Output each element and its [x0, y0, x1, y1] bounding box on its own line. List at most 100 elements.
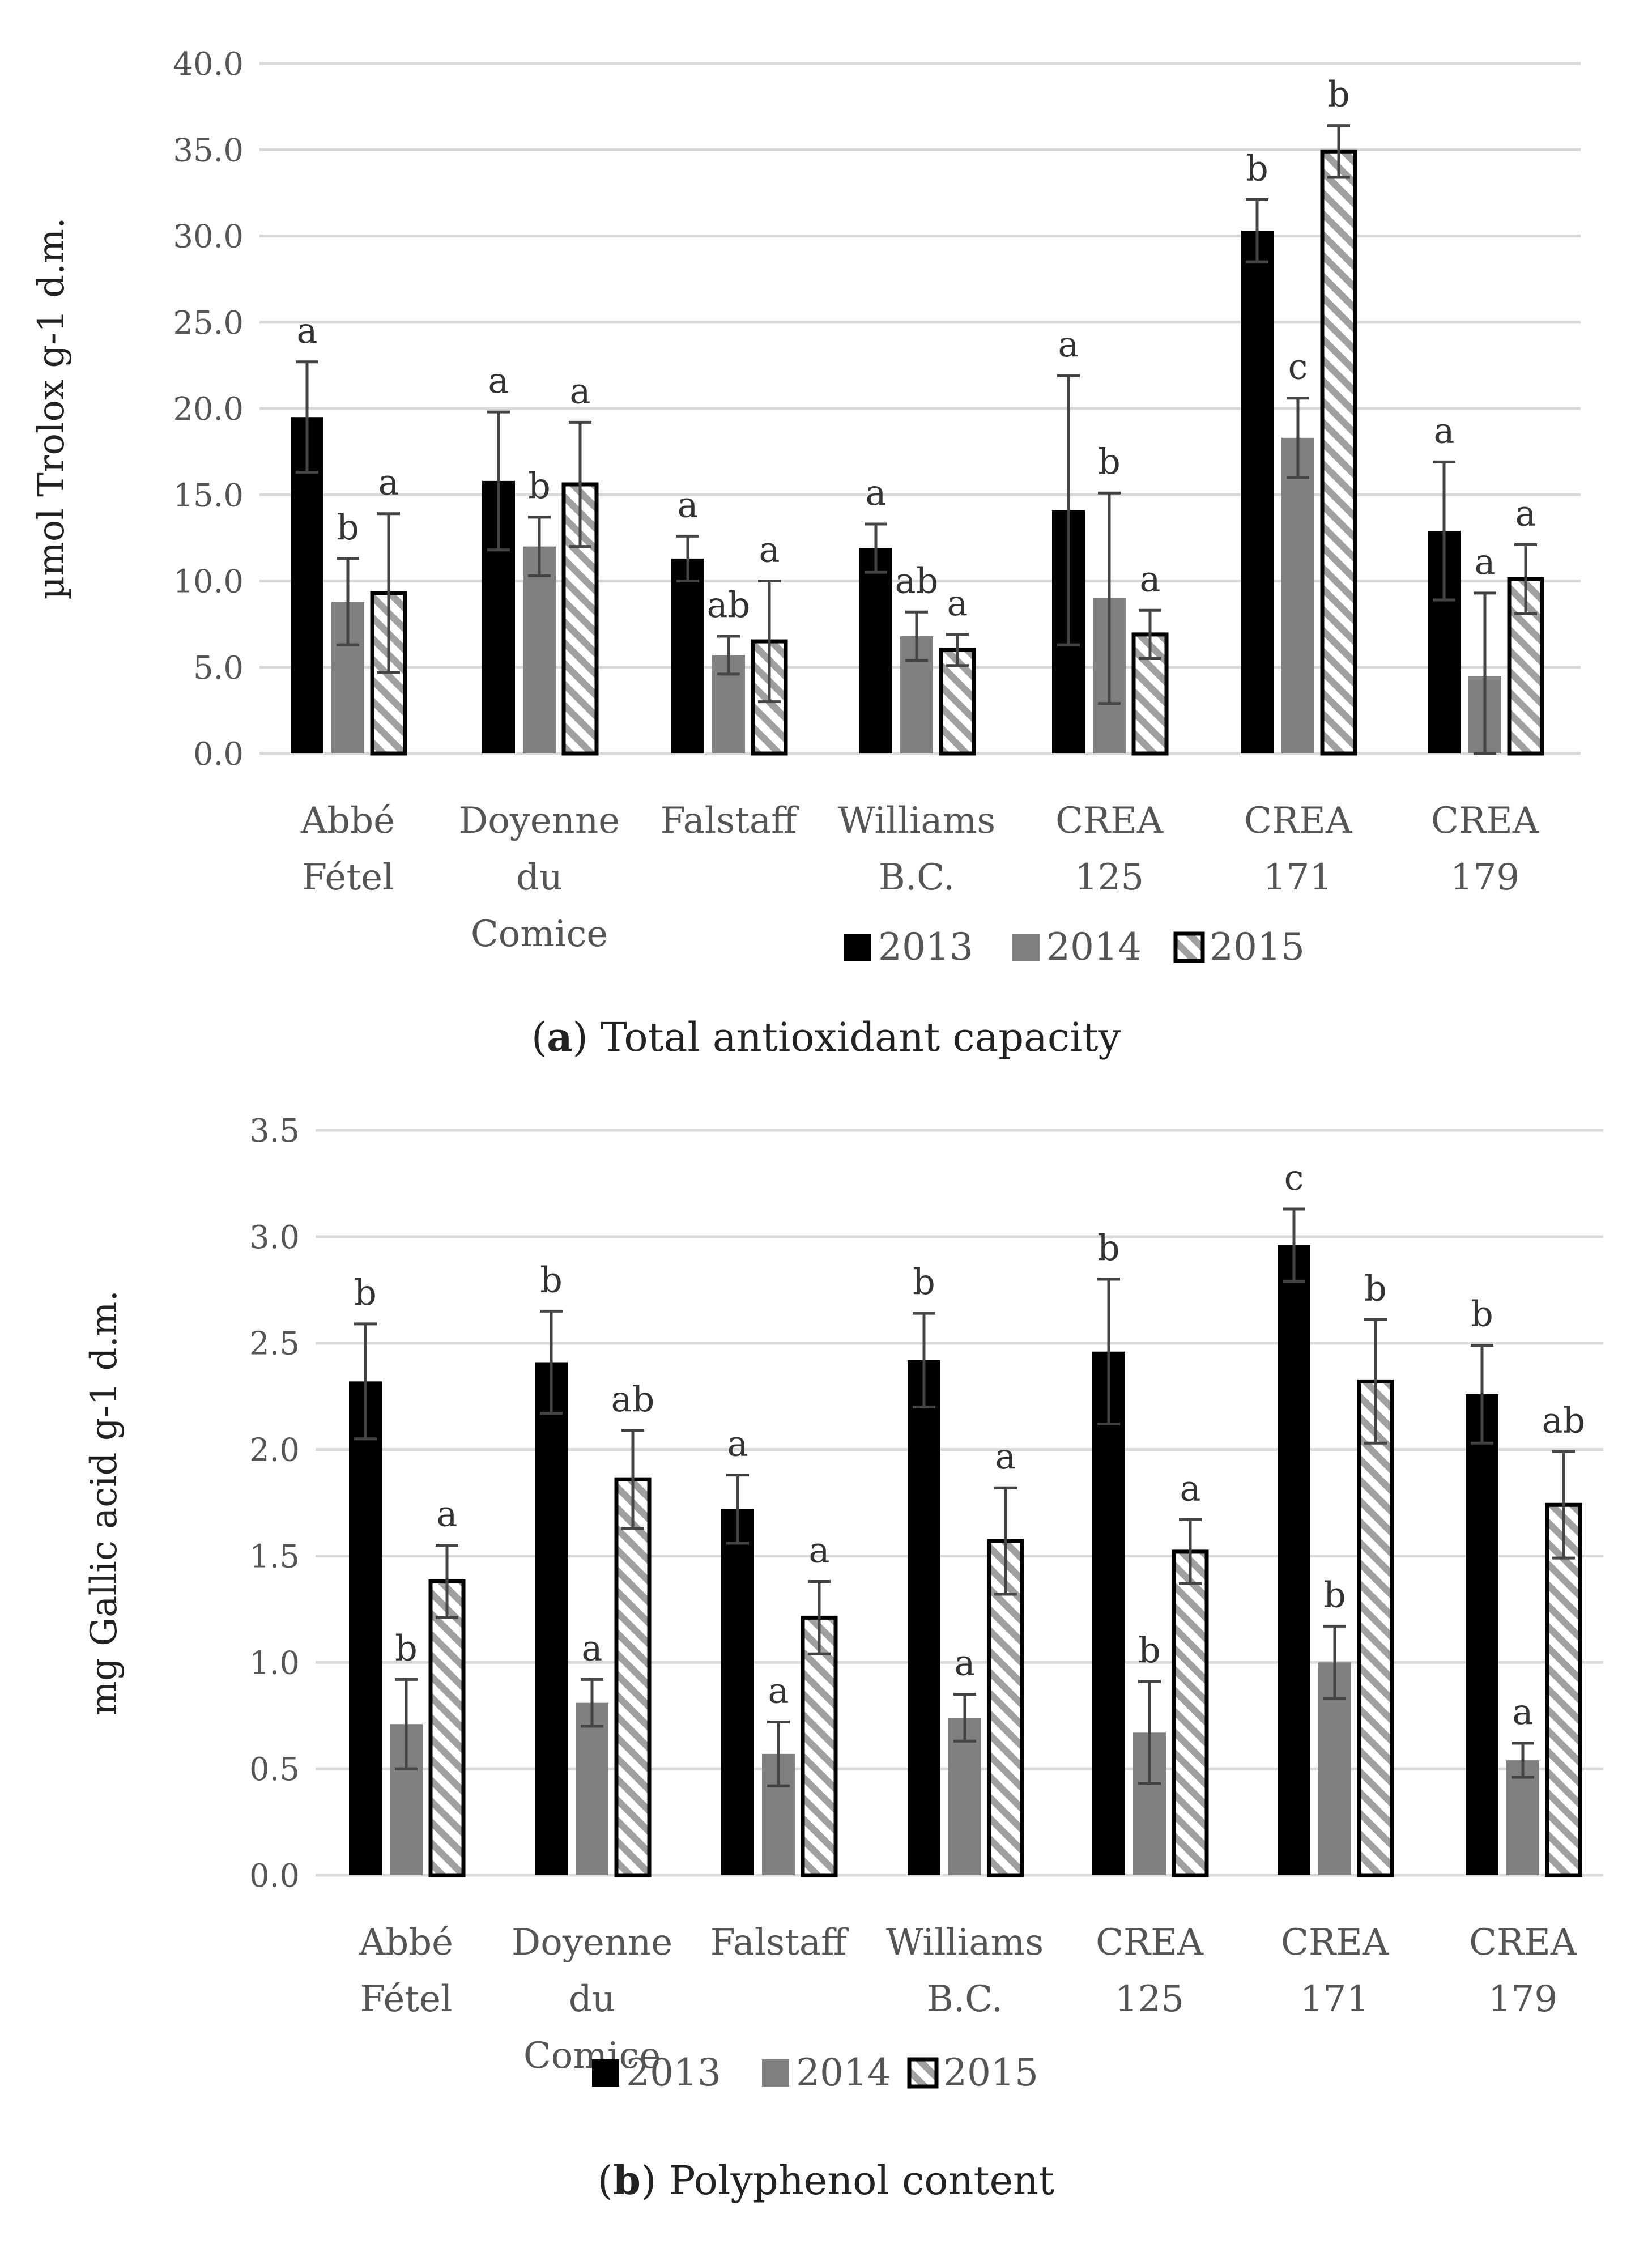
significance-letter: a [768, 1670, 789, 1711]
y-axis-title: mg Gallic acid g-1 d.m. [83, 1290, 125, 1715]
chart-polyphenol-content: 0.0 0.5 1.0 1.5 2.0 2.5 3.0 3.5 mg Gallic acid g… [83, 1113, 1603, 2204]
significance-letter: b [913, 1261, 935, 1302]
bar-2013 [1092, 1351, 1125, 1875]
y-tick-label: 2.0 [249, 1432, 300, 1469]
category-label: 125 [1115, 1978, 1184, 2020]
category-label: Falstaff [710, 1922, 849, 1964]
legend-label-2014: 2014 [796, 2051, 891, 2094]
bar-2014 [948, 1717, 981, 1875]
category-label: Fétel [360, 1978, 453, 2020]
category-label: 171 [1263, 857, 1332, 899]
significance-letter: a [809, 1530, 830, 1571]
bar-2015 [1357, 1379, 1394, 1877]
bar-2015 [1172, 1549, 1209, 1877]
significance-letter: ab [1542, 1399, 1586, 1441]
significance-letter: c [1284, 1157, 1304, 1198]
category-label: CREA [1469, 1922, 1577, 1964]
y-tick-label: 10.0 [173, 564, 244, 601]
bar-2015 [801, 1615, 838, 1877]
y-tick-label: 0.0 [193, 736, 244, 773]
significance-letter: a [727, 1423, 748, 1464]
legend-swatch-2015 [1173, 931, 1205, 963]
significance-letter: b [1098, 441, 1121, 482]
y-tick-label: 30.0 [173, 219, 244, 256]
category-label: Comice [471, 913, 608, 955]
category-label: B.C. [879, 857, 955, 899]
bar-2013 [1466, 1394, 1498, 1875]
category-label: B.C. [927, 1978, 1003, 2020]
category-label: 171 [1300, 1978, 1369, 2020]
significance-letter: a [995, 1436, 1016, 1477]
bar-2015 [614, 1477, 652, 1877]
legend-swatch-2015 [907, 2057, 939, 2089]
legend-label-2015: 2015 [943, 2051, 1038, 2094]
significance-letter: a [678, 484, 699, 525]
bar-2015 [428, 1579, 466, 1877]
significance-letter: a [1434, 410, 1455, 451]
bar-2014 [1281, 437, 1314, 753]
y-tick-label: 20.0 [173, 391, 244, 428]
legend-swatch-2013 [844, 934, 871, 961]
significance-letter: a [1515, 493, 1536, 534]
y-tick-label: 25.0 [173, 305, 244, 342]
significance-letter: b [1471, 1293, 1493, 1334]
significance-letter: b [1327, 74, 1350, 115]
legend-label-2014: 2014 [1046, 925, 1142, 969]
bar-2015 [1320, 149, 1357, 756]
significance-letter: c [1288, 346, 1308, 388]
category-label: Williams [886, 1922, 1044, 1964]
legend-swatch-2014 [762, 2059, 789, 2087]
bar-2013 [671, 558, 704, 753]
category-label: CREA [1281, 1922, 1389, 1964]
y-tick-label: 1.5 [249, 1538, 300, 1575]
category-label: Doyenne [459, 800, 620, 842]
y-tick-label: 0.0 [249, 1858, 300, 1894]
category-label: CREA [1055, 800, 1164, 842]
y-tick-label: 1.0 [249, 1645, 300, 1681]
bar-2014 [576, 1702, 608, 1875]
bar-2014 [1506, 1760, 1539, 1875]
significance-letter: a [570, 370, 591, 411]
significance-letter: b [1246, 148, 1268, 189]
bar-2015 [939, 648, 976, 756]
y-tick-label: 5.0 [193, 650, 244, 687]
bar-2013 [349, 1381, 382, 1875]
significance-letter: b [1138, 1629, 1161, 1671]
figure-caption: (b) Polyphenol content [598, 2157, 1055, 2204]
significance-letter: a [866, 472, 887, 513]
category-label: Falstaff [661, 800, 799, 842]
significance-letter: a [488, 360, 509, 401]
category-label: 179 [1450, 857, 1519, 899]
category-label: 125 [1075, 857, 1144, 899]
category-label: du [569, 1978, 615, 2020]
significance-letter: ab [611, 1378, 655, 1420]
significance-letter: a [1475, 541, 1496, 582]
significance-letter: a [297, 310, 318, 351]
significance-letter: a [437, 1493, 458, 1535]
significance-letter: ab [895, 560, 939, 601]
legend-label-2015: 2015 [1210, 925, 1305, 969]
significance-letter: b [1323, 1574, 1346, 1615]
significance-letter: b [1097, 1227, 1120, 1268]
legend-label-2013: 2013 [626, 2051, 721, 2094]
legend-label-2013: 2013 [878, 925, 973, 969]
significance-letter: ab [707, 584, 751, 625]
category-label: Abbé [300, 800, 395, 842]
chart-total-antioxidant-capacity: 0.0 5.0 10.0 15.0 20.0 25.0 30.0 35.0 40.0 µmol T… [31, 46, 1581, 1061]
significance-letter: a [378, 462, 399, 503]
bar-2013 [859, 548, 892, 753]
y-axis-title: µmol Trolox g-1 d.m. [31, 218, 73, 600]
significance-letter: a [1058, 323, 1079, 365]
significance-letter: a [582, 1627, 603, 1668]
legend-swatch-2014 [1012, 934, 1040, 961]
significance-letter: b [337, 506, 359, 548]
bar-2014 [523, 546, 556, 753]
significance-letter: b [354, 1272, 377, 1313]
significance-letter: a [1180, 1468, 1201, 1509]
category-label: Doyenne [512, 1922, 672, 1964]
bar-2013 [1241, 231, 1274, 753]
category-label: CREA [1244, 800, 1352, 842]
bar-2013 [1278, 1245, 1310, 1875]
category-label: Fétel [302, 857, 394, 899]
